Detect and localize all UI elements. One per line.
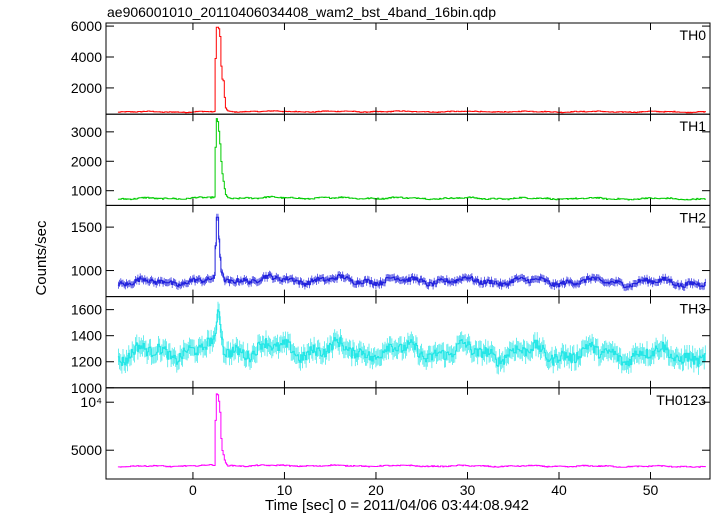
series-th3-line <box>117 309 706 368</box>
x-tick-label: 40 <box>551 482 567 498</box>
y-tick-label: 1600 <box>71 302 102 318</box>
y-tick-label: 1000 <box>71 183 102 199</box>
panel-frame <box>105 113 711 206</box>
y-tick-label: 1000 <box>71 263 102 279</box>
x-tick-label: 50 <box>643 482 659 498</box>
series-label-th1: TH1 <box>680 118 707 134</box>
panels-group: 2000 4000 6000 TH0 1000 2000 3000 TH1 1000 1500 TH… <box>71 18 711 480</box>
x-axis-label: Time [sec] 0 = 2011/04/06 03:44:08.942 <box>265 497 529 514</box>
x-tick-label: 10 <box>277 482 293 498</box>
panel-frame <box>105 387 711 480</box>
series-th0-line <box>117 26 706 114</box>
panel-th3: 1000 1200 1400 1600 TH3 <box>71 296 711 396</box>
panel-th2: 1000 1500 TH2 <box>71 204 711 298</box>
series-label-th2: TH2 <box>680 209 707 225</box>
series-label-th0: TH0 <box>680 27 707 43</box>
x-tick-label: 30 <box>460 482 476 498</box>
chart-title: ae906001010_20110406034408_wam2_bst_4ban… <box>107 4 496 20</box>
panel-th1: 1000 2000 3000 TH1 <box>71 113 711 206</box>
y-tick-label: 5000 <box>71 442 102 458</box>
y-tick-label: 1400 <box>71 328 102 344</box>
series-label-th3: TH3 <box>680 301 707 317</box>
y-tick-label: 2000 <box>71 80 102 96</box>
panel-th0: 2000 4000 6000 TH0 <box>71 18 711 115</box>
y-tick-label: 1500 <box>71 219 102 235</box>
series-th0123-line <box>117 393 706 468</box>
y-tick-label: 3000 <box>71 124 102 140</box>
series-label-th0123: TH0123 <box>656 392 706 408</box>
y-tick-label: 1000 <box>71 380 102 396</box>
x-tick-label: 0 <box>189 482 197 498</box>
y-tick-label: 4000 <box>71 49 102 65</box>
series-th3-error-bars <box>118 301 706 375</box>
x-tick-label: 20 <box>368 482 384 498</box>
y-tick-label: 2000 <box>71 153 102 169</box>
y-tick-label: 6000 <box>71 18 102 34</box>
y-tick-label: 10⁴ <box>80 394 102 410</box>
x-axis: 0 10 20 30 40 50 <box>189 482 658 498</box>
panel-frame <box>105 22 711 115</box>
series-th2-line <box>117 216 706 288</box>
y-tick-label: 1200 <box>71 354 102 370</box>
y-axis-label: Counts/sec <box>33 220 50 296</box>
panel-th0123: 5000 10⁴ TH0123 <box>71 387 711 480</box>
series-th1-line <box>117 118 706 201</box>
